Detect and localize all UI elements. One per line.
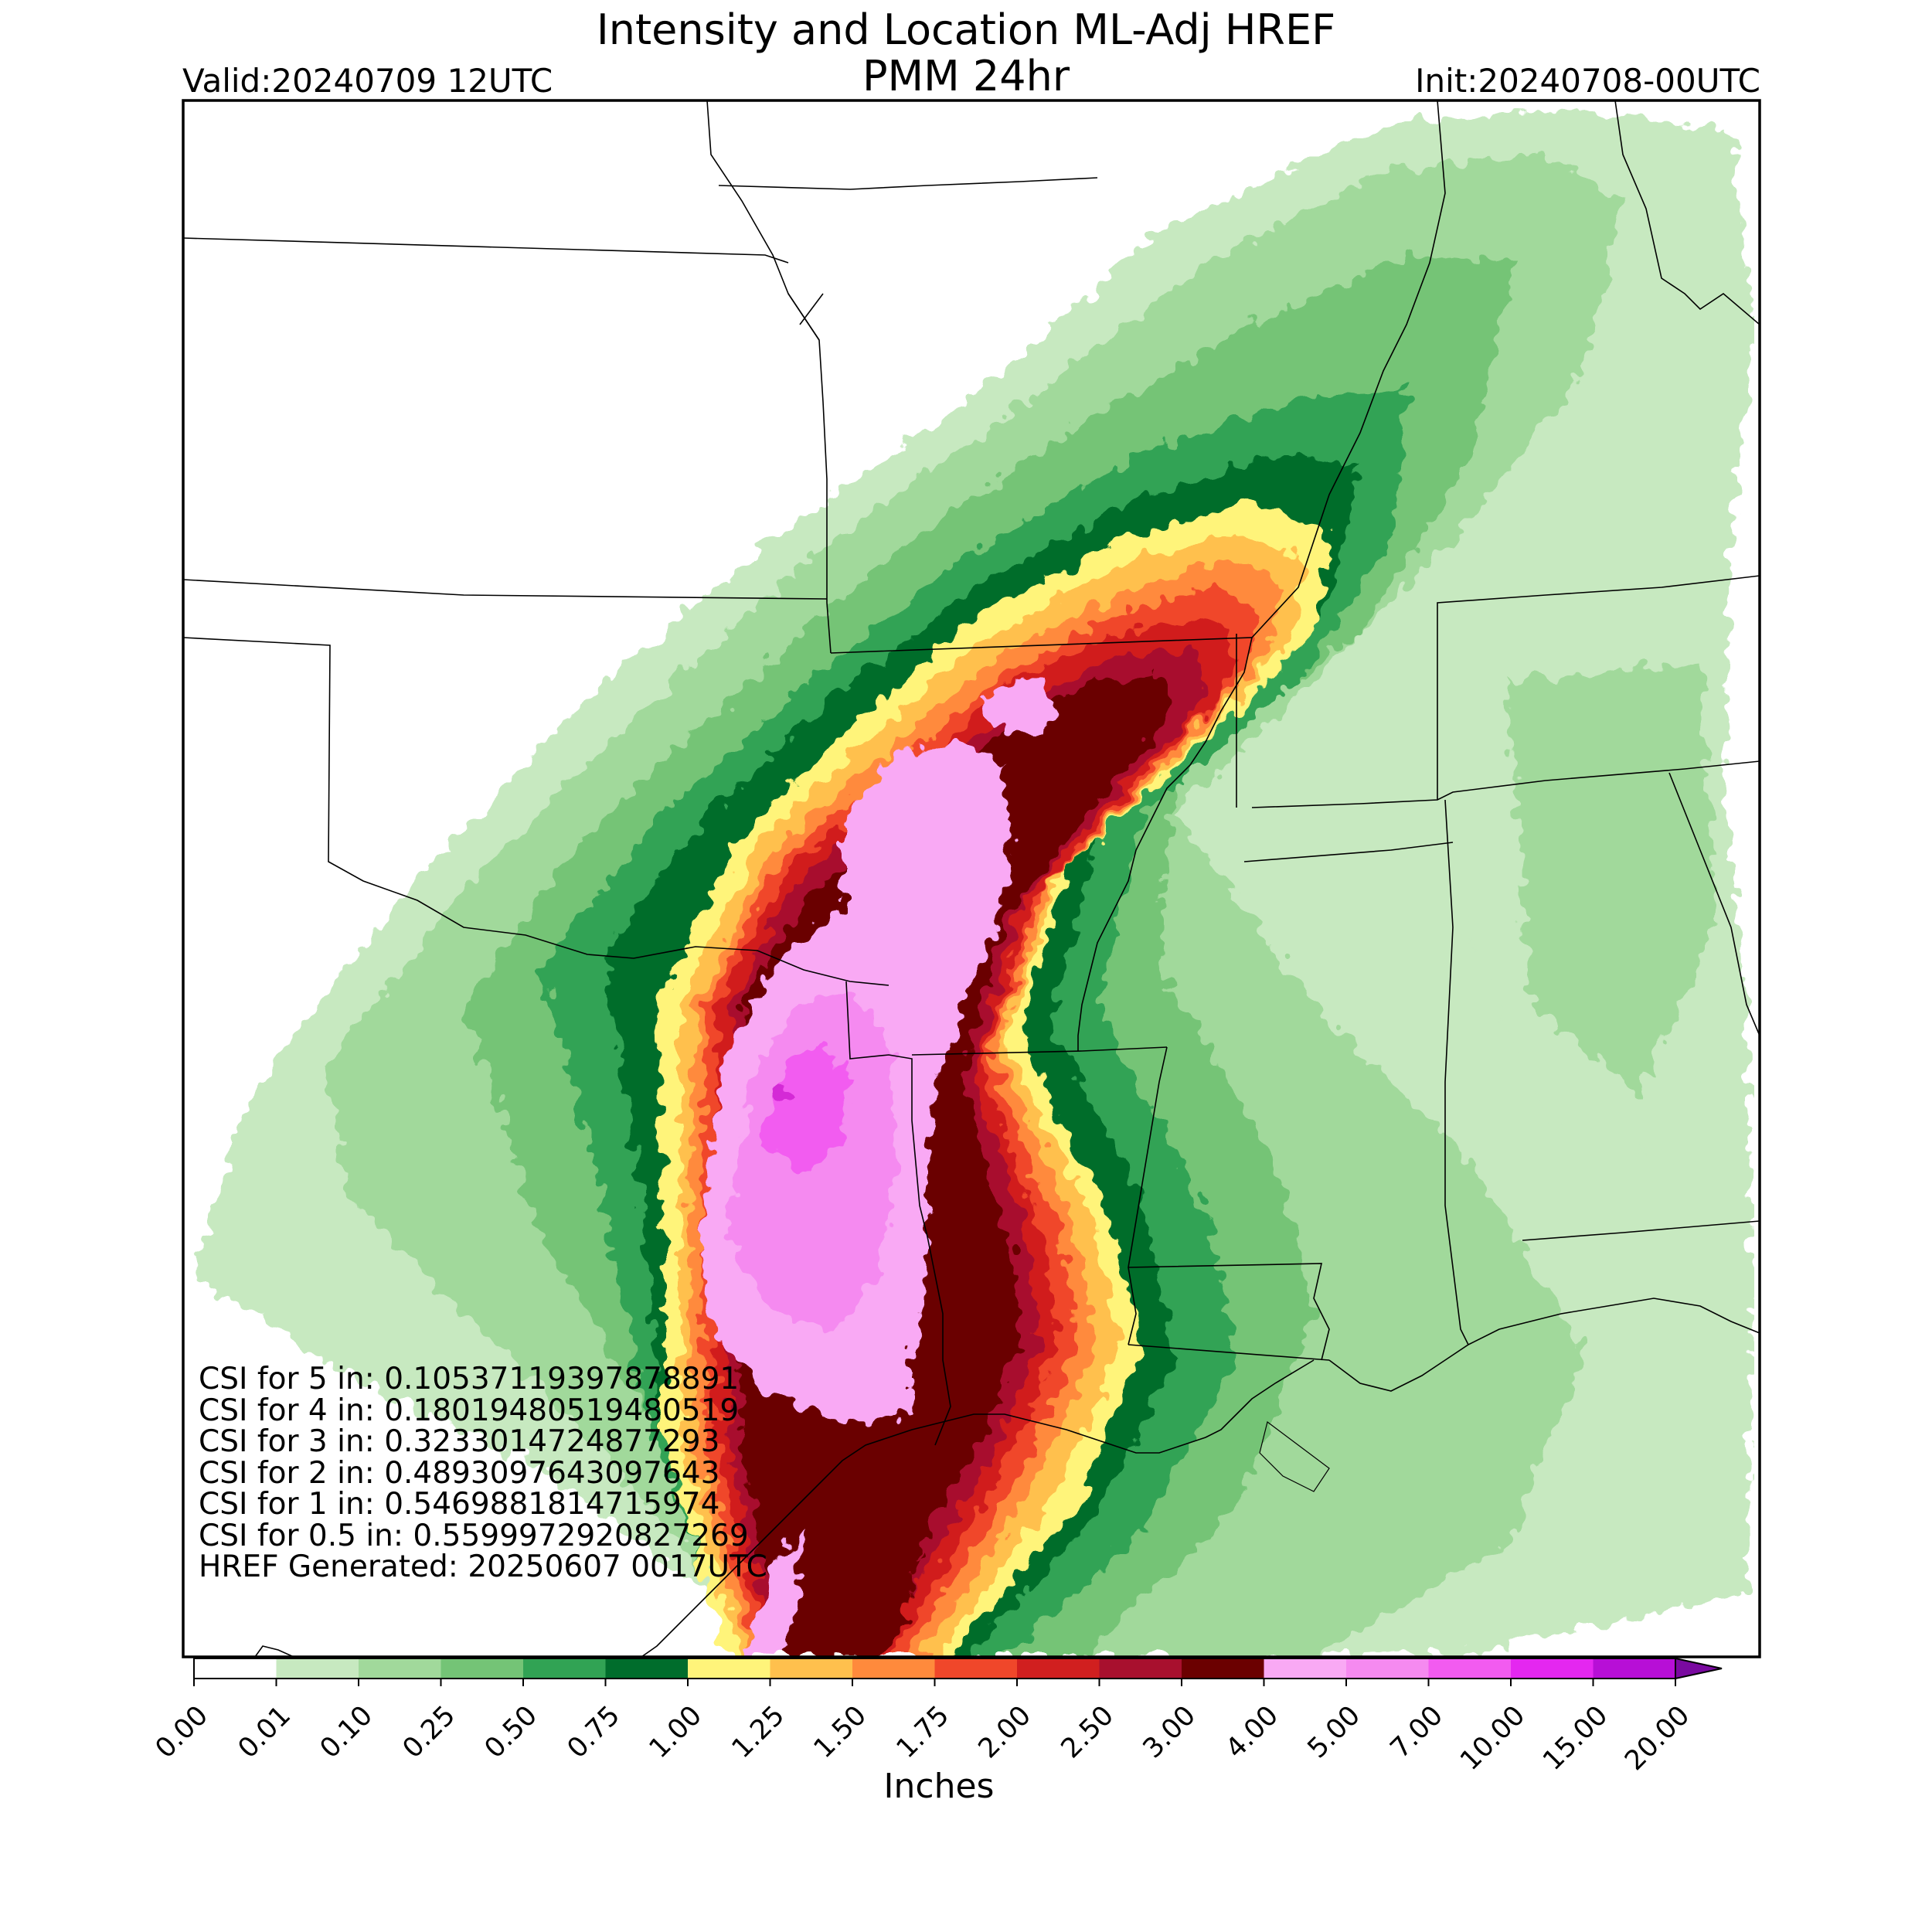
valid-time: Valid:20240709 12UTC [182, 62, 553, 100]
colorbar-segment [276, 1658, 359, 1679]
colorbar-segment [1099, 1658, 1182, 1679]
map-subtitle: PMM 24hr [862, 52, 1070, 100]
colorbar-segment [1511, 1658, 1594, 1679]
map-title: Intensity and Location ML-Adj HREF [596, 5, 1336, 54]
colorbar-segment [688, 1658, 771, 1679]
href-generated: HREF Generated: 20250607 0017UTC [199, 1549, 767, 1584]
colorbar-segment [194, 1658, 277, 1679]
precip-field [193, 108, 1754, 1657]
csi-5in: CSI for 5 in: 0.10537119397878891 [199, 1362, 740, 1396]
colorbar-segment [1346, 1658, 1430, 1679]
csi-0.5in: CSI for 0.5 in: 0.5599972920827269 [199, 1518, 749, 1553]
state-borders [183, 100, 1760, 1657]
colorbar-segment [1428, 1658, 1512, 1679]
csi-2in: CSI for 2 in: 0.4893097643097643 [199, 1455, 720, 1491]
band-10.00 [774, 1084, 795, 1103]
colorbar-segment [523, 1658, 607, 1679]
csi-1in: CSI for 1 in: 0.5469881814715974 [199, 1487, 720, 1522]
colorbar-label: Inches [883, 1767, 995, 1806]
colorbar-segment [440, 1658, 524, 1679]
colorbar-segment [1017, 1658, 1100, 1679]
colorbar-segment [605, 1658, 689, 1679]
colorbar-segment [1593, 1658, 1676, 1679]
colorbar-segment [770, 1658, 853, 1679]
map-frame [182, 99, 1761, 1658]
colorbar-extend-arrow [1675, 1657, 1723, 1680]
init-time: Init:20240708-00UTC [1415, 62, 1760, 100]
colorbar-segment [1264, 1658, 1347, 1679]
colorbar [193, 1657, 1723, 1686]
colorbar-segment [852, 1658, 936, 1679]
colorbar-segment [359, 1658, 442, 1679]
colorbar-segment [934, 1658, 1018, 1679]
colorbar-segment [1182, 1658, 1265, 1679]
csi-4in: CSI for 4 in: 0.18019480519480519 [199, 1393, 740, 1428]
csi-stats: CSI for 5 in: 0.10537119397878891 CSI fo… [199, 1362, 767, 1584]
csi-3in: CSI for 3 in: 0.323301472487729​3 [199, 1424, 720, 1459]
band-7.00 [761, 1043, 850, 1175]
